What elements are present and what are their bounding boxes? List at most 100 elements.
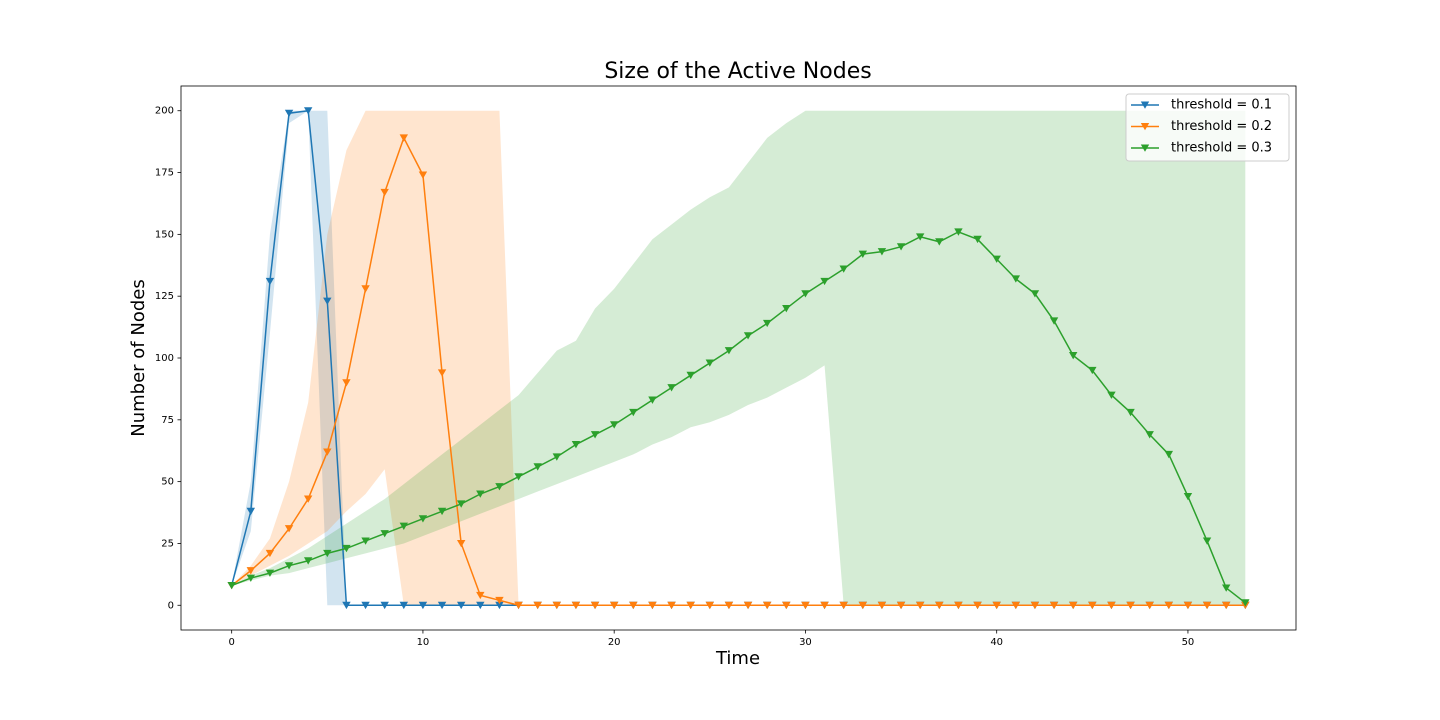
x-tick-label: 10 <box>417 637 430 648</box>
marker <box>667 384 676 392</box>
marker <box>896 601 906 610</box>
marker <box>1221 584 1231 592</box>
marker <box>1126 408 1135 417</box>
series-line <box>231 231 1246 604</box>
axes-frame <box>180 85 1297 631</box>
y-tick-label: 100 <box>155 353 174 364</box>
marker <box>1068 352 1078 360</box>
marker <box>1164 601 1174 610</box>
marker <box>782 305 791 313</box>
marker <box>476 490 485 498</box>
marker <box>839 265 848 273</box>
marker <box>1011 601 1021 610</box>
marker <box>1088 601 1097 610</box>
marker <box>399 522 409 530</box>
marker <box>1164 450 1174 459</box>
marker <box>399 601 409 610</box>
marker <box>418 515 428 523</box>
x-axis-label: Time <box>715 648 760 669</box>
marker <box>1049 317 1059 325</box>
legend-label: threshold = 0.1 <box>1171 98 1272 113</box>
marker <box>476 591 485 600</box>
marker <box>495 601 504 610</box>
marker <box>1183 601 1193 610</box>
marker <box>284 109 294 117</box>
marker <box>571 441 581 449</box>
marker <box>495 596 504 605</box>
marker <box>418 601 428 610</box>
series-line <box>231 136 1246 607</box>
marker <box>437 369 447 377</box>
marker <box>743 601 753 610</box>
x-tick-label: 20 <box>608 637 621 648</box>
y-tick-label: 75 <box>161 415 174 426</box>
marker <box>935 238 944 246</box>
marker <box>954 228 963 236</box>
marker <box>954 601 963 610</box>
marker <box>284 562 294 570</box>
marker <box>342 601 351 610</box>
marker <box>476 601 485 610</box>
marker <box>629 408 638 417</box>
marker <box>992 601 1001 610</box>
marker <box>724 347 734 355</box>
marker <box>648 396 657 404</box>
x-tick-label: 0 <box>228 637 234 648</box>
marker <box>284 525 294 533</box>
marker <box>801 601 810 610</box>
marker <box>1030 601 1040 610</box>
chart-title: Size of the Active Nodes <box>604 59 871 84</box>
marker <box>456 539 466 548</box>
marker <box>762 601 772 610</box>
marker <box>495 483 504 491</box>
marker <box>571 601 581 610</box>
marker <box>456 601 466 610</box>
marker <box>265 549 275 558</box>
marker <box>418 171 428 179</box>
marker <box>1183 492 1193 501</box>
marker <box>858 250 868 258</box>
marker <box>915 233 925 241</box>
marker <box>342 379 351 387</box>
marker <box>265 277 275 286</box>
confidence-band <box>231 110 1246 606</box>
marker <box>648 601 657 610</box>
marker <box>323 549 332 558</box>
x-tick-label: 50 <box>1182 637 1195 648</box>
marker <box>609 421 619 429</box>
marker <box>552 453 562 461</box>
marker <box>380 601 389 610</box>
marker <box>667 601 676 610</box>
legend-label: threshold = 0.3 <box>1171 141 1272 156</box>
y-tick-label: 125 <box>155 291 174 302</box>
marker <box>973 601 982 610</box>
marker <box>1068 601 1078 610</box>
legend-box <box>1125 93 1290 162</box>
marker <box>992 255 1001 263</box>
marker <box>380 530 389 538</box>
y-tick-label: 25 <box>161 538 174 549</box>
legend-label: threshold = 0.2 <box>1171 119 1272 134</box>
marker <box>590 601 600 610</box>
marker <box>514 473 523 481</box>
marker <box>552 601 562 610</box>
marker <box>399 134 409 142</box>
marker <box>973 235 982 244</box>
marker <box>533 463 542 471</box>
marker <box>915 601 925 610</box>
marker <box>1126 601 1135 610</box>
marker <box>1030 290 1040 298</box>
marker <box>1145 601 1154 610</box>
marker <box>590 431 600 439</box>
marker <box>246 567 256 575</box>
marker <box>437 507 447 516</box>
marker <box>1107 601 1116 610</box>
marker <box>1241 599 1250 607</box>
marker <box>724 601 734 610</box>
marker <box>1145 431 1154 439</box>
marker <box>877 248 887 256</box>
x-tick-label: 40 <box>990 637 1003 648</box>
y-axis-label: Number of Nodes <box>128 279 149 436</box>
marker <box>820 601 829 610</box>
marker <box>361 285 370 293</box>
